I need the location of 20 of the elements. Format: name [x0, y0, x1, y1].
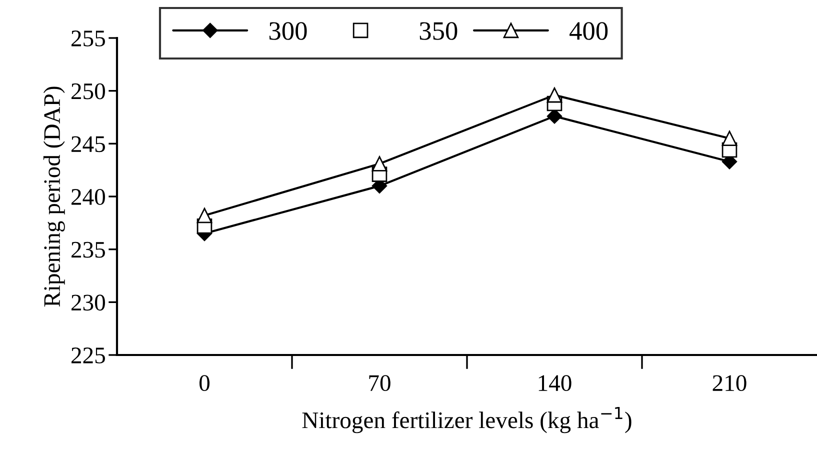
point	[196, 208, 212, 224]
y-tick-label: 225	[72, 348, 105, 364]
y-axis-title: Ripening period (DAP)	[43, 86, 65, 307]
point	[722, 130, 738, 146]
x-tick-label: 0	[199, 375, 210, 392]
y-tick-label: 250	[72, 83, 105, 100]
y-tick-label: 230	[72, 294, 105, 311]
legend-label: 350	[420, 22, 458, 40]
legend-label: 300	[269, 22, 307, 40]
y-tick-label: 235	[72, 242, 105, 258]
x-tick-label: 70	[369, 375, 390, 392]
legend-label: 400	[570, 22, 608, 40]
x-tick-label: 140	[538, 375, 572, 392]
x-axis-title: Nitrogen fertilizer levels (kg ha$^{−1}$)	[302, 406, 632, 434]
y-tick-label: 240	[72, 188, 105, 205]
y-tick-label: 245	[72, 136, 105, 152]
point	[546, 87, 562, 103]
x-tick-label: 210	[712, 375, 746, 392]
y-tick-label: 255	[72, 30, 105, 46]
point	[372, 156, 388, 172]
